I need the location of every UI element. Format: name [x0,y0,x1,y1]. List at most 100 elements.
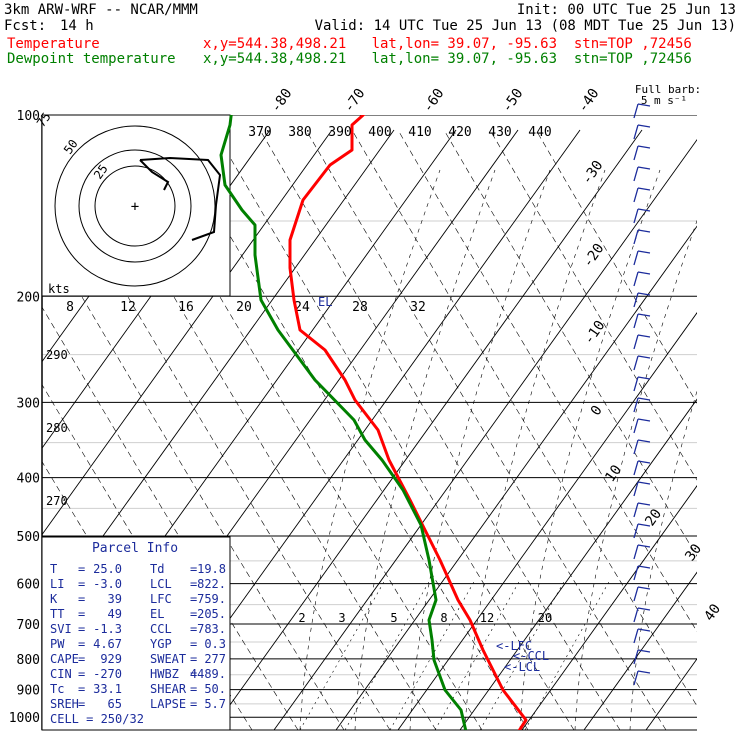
parcel-info-cell: 39 [108,592,122,606]
mixing-ratio-line [299,579,386,730]
parcel-info-cell: = [190,607,197,621]
parcel-info-cell: -3.0 [93,577,122,591]
wind-barb [633,397,651,413]
parcel-cell-motion: CELL = 250/32 [50,712,144,726]
temperature-info: x,y=544.38,498.21 lat,lon= 39.07, -95.63… [203,36,692,52]
parcel-info-cell: = [78,622,85,636]
wind-barb [633,460,651,476]
pressure-tick-label: 800 [17,653,40,668]
parcel-info-cell: 4.67 [93,637,122,651]
wind-barb [633,544,651,560]
wind-barb [633,376,651,392]
wind-barb [633,145,651,161]
wind-speed-unit: kts [48,282,70,296]
dry-adiabat-line [42,306,299,730]
parcel-info-cell: CCL [150,622,172,636]
wind-barb [633,124,651,140]
parcel-info-cell: HWBZ [150,667,179,681]
parcel-info-cell: 5.7 [204,697,226,711]
mixing-ratio-label: 8 [440,611,447,625]
parcel-info-cell: LAPSE [150,697,186,711]
parcel-info-cell: LCL [150,577,172,591]
parcel-info-cell: = [78,652,85,666]
wind-barb [633,103,651,119]
mixing-ratio-label: 12 [480,611,494,625]
parcel-info-cell: 205. [197,607,226,621]
parcel-info-cell: = [190,697,197,711]
parcel-info-cell: = [78,637,85,651]
temperature-tick-label: -30 [579,158,607,188]
dry-adiabat-line [535,129,697,404]
dry-adiabat-line [351,129,697,707]
parcel-info-cell: SWEAT [150,652,186,666]
model-title: 3km ARW-WRF -- NCAR/MMM [4,2,198,18]
parcel-info-cell: YGP [150,637,172,651]
barb-legend-unit: 5 m s⁻¹ [641,94,687,107]
parcel-info-cell: = [78,697,85,711]
theta-tick-label: 400 [368,125,391,140]
parcel-info-cell: Td [150,562,164,576]
dry-adiabat-line [305,129,667,730]
pressure-tick-label: 700 [17,618,40,633]
mixing-ratio-label: 20 [538,611,552,625]
hodograph-frame [41,114,231,297]
theta-tick-label: 440 [528,125,551,140]
moist-adiabat-line [464,169,606,730]
theta-tick-label: 380 [288,125,311,140]
wind-barb [633,565,651,581]
isotherm-line [335,225,697,730]
parcel-info-cell: = [78,577,85,591]
hodograph-ring-label: 25 [91,162,111,182]
parcel-info-cell: 50. [204,682,226,696]
isotherm-line [645,658,697,730]
parcel-info-cell: EL [150,607,164,621]
parcel-info-cell: Tc [50,682,64,696]
parcel-info-cell: 759. [197,592,226,606]
parcel-info-cell: = [190,652,197,666]
parcel-info-cell: 25.0 [93,562,122,576]
parcel-info-cell: -270 [93,667,122,681]
temperature-tick-label: 20 [642,506,665,529]
wind-speed-tick: 32 [410,300,426,315]
hodograph-ring-label: 75 [34,110,54,130]
wind-barb [633,586,651,602]
temperature-tick-label: -70 [341,86,369,116]
temperature-tick-label: -60 [420,86,448,116]
parcel-level-annotation: <-LFC [496,639,532,653]
parcel-info-cell: PW [50,637,65,651]
mixing-ratio-label: 2 [298,611,305,625]
pressure-tick-label: 500 [17,530,40,545]
parcel-info-cell: = [78,667,85,681]
dry-adiabat-line [489,129,697,481]
parcel-info-cell: = [190,667,197,681]
parcel-info-cell: 49 [108,607,122,621]
temperature-tick-label: 0 [588,403,606,419]
dry-adiabat-line [443,129,697,557]
wind-barb [633,313,651,329]
parcel-info-cell: = [190,682,197,696]
parcel-info-cell: SREH [50,697,79,711]
parcel-info-cell: SHEAR [150,682,187,696]
wind-speed-tick: 20 [236,300,252,315]
wind-barb [633,418,651,434]
theta-tick-label: 410 [408,125,431,140]
parcel-info-cell: 33.1 [93,682,122,696]
theta-tick-label: 430 [488,125,511,140]
wind-speed-tick: 28 [352,300,368,315]
pressure-tick-label: 900 [17,684,40,699]
theta-left-label: 280 [46,421,68,435]
hodograph: 75 50 25 + [34,110,231,297]
forecast-label: Fcst: [4,18,47,34]
dry-adiabat-line [397,129,697,633]
pressure-tick-label: 1000 [9,711,40,726]
wind-barb [633,208,651,224]
pressure-tick-label: 100 [17,109,40,124]
isotherm-line [42,129,395,622]
wind-barb [633,502,651,518]
theta-left-label: 270 [46,494,68,508]
isotherm-line [521,485,697,730]
pressure-tick-label: 600 [17,578,40,593]
temperature-tick-label: 10 [602,462,625,485]
parcel-level-annotation: <-LCL [504,660,540,674]
pressure-tick-label: 300 [17,396,40,411]
